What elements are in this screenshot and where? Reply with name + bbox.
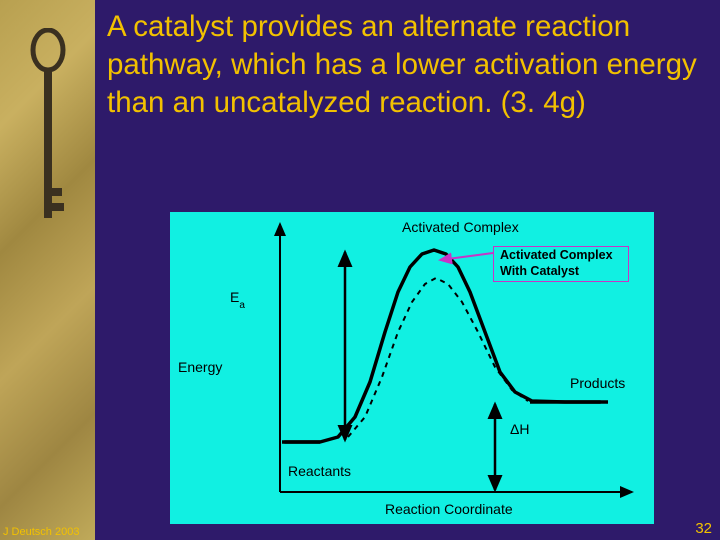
annotation-line1: Activated Complex [500,248,613,262]
svg-text:Energy: Energy [178,359,222,375]
svg-text:ΔH: ΔH [510,421,529,437]
footer-author: J Deutsch 2003 [3,526,79,538]
catalyst-annotation: Activated Complex With Catalyst [493,246,629,282]
annotation-line2: With Catalyst [500,264,579,278]
svg-text:Reactants: Reactants [288,463,351,479]
slide-left-strip [0,0,95,540]
slide-number: 32 [695,520,712,537]
slide-title: A catalyst provides an alternate reactio… [107,8,707,121]
svg-text:Activated Complex: Activated Complex [402,219,519,235]
key-icon [30,28,66,253]
svg-text:Products: Products [570,375,625,391]
svg-text:Reaction Coordinate: Reaction Coordinate [385,501,513,517]
svg-text:Ea: Ea [230,289,245,311]
